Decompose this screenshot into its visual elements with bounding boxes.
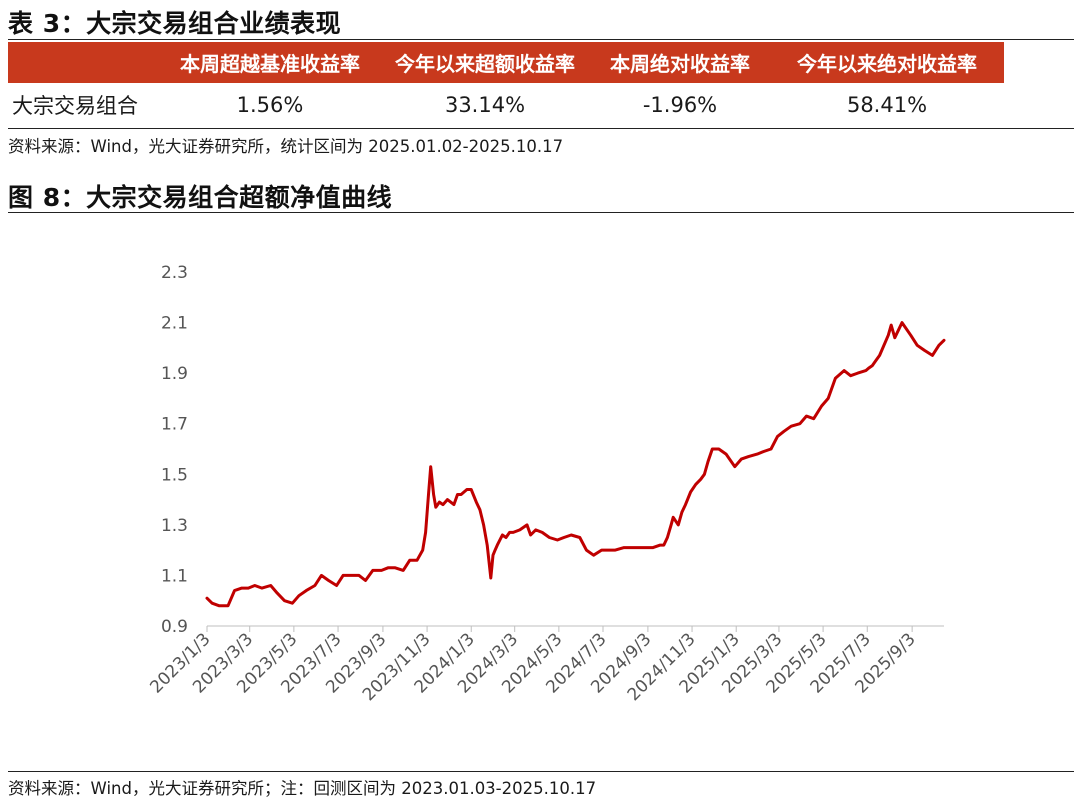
table-cell: 33.14% xyxy=(444,93,526,117)
y-tick-label: 2.1 xyxy=(161,314,188,334)
plot-area xyxy=(205,321,946,608)
y-tick-label: 1.1 xyxy=(161,566,188,586)
header-cell: 今年以来超额收益率 xyxy=(380,42,590,83)
figure-bottom-rule xyxy=(8,771,1074,772)
table-cell: -1.96% xyxy=(642,93,718,117)
header-cell: 今年以来绝对收益率 xyxy=(770,42,1004,83)
figure-title: 图 8：大宗交易组合超额净值曲线 xyxy=(8,183,393,212)
table-header-row: 本周超越基准收益率 今年以来超额收益率 本周绝对收益率 今年以来绝对收益率 xyxy=(8,42,1004,83)
table-title: 表 3：大宗交易组合业绩表现 xyxy=(8,9,342,38)
table-top-rule xyxy=(8,39,1074,40)
performance-table: 本周超越基准收益率 今年以来超额收益率 本周绝对收益率 今年以来绝对收益率 大宗… xyxy=(8,42,1004,127)
table-row: 大宗交易组合 1.56% 33.14% -1.96% 58.41% xyxy=(8,83,1004,127)
y-tick-label: 1.7 xyxy=(161,415,188,435)
y-tick-label: 1.9 xyxy=(161,364,188,384)
y-tick-label: 1.3 xyxy=(161,516,188,536)
figure-top-rule xyxy=(8,212,1074,213)
x-axis: 2023/1/32023/3/32023/5/32023/7/32023/9/3… xyxy=(146,625,944,705)
row-label: 大宗交易组合 xyxy=(12,94,138,118)
y-axis: 0.9 1.1 1.3 1.5 1.7 1.9 2.1 2.3 xyxy=(161,263,188,637)
series-line xyxy=(205,321,946,608)
y-tick-label: 1.5 xyxy=(161,465,188,485)
chart-source-note: 资料来源：Wind，光大证券研究所；注：回测区间为 2023.01.03-202… xyxy=(8,779,597,798)
y-tick-label: 2.3 xyxy=(161,263,188,283)
line-chart: 0.9 1.1 1.3 1.5 1.7 1.9 2.1 2.3 2023/1/32023/3/… xyxy=(146,263,946,705)
table-bottom-rule xyxy=(8,128,1074,129)
y-tick-label: 0.9 xyxy=(161,617,188,637)
header-cell: 本周超越基准收益率 xyxy=(160,42,380,83)
header-cell xyxy=(8,42,160,83)
header-cell: 本周绝对收益率 xyxy=(590,42,770,83)
table-source-note: 资料来源：Wind，光大证券研究所，统计区间为 2025.01.02-2025.… xyxy=(8,137,564,156)
table-cell: 58.41% xyxy=(846,93,928,117)
table-cell: 1.56% xyxy=(236,93,304,117)
